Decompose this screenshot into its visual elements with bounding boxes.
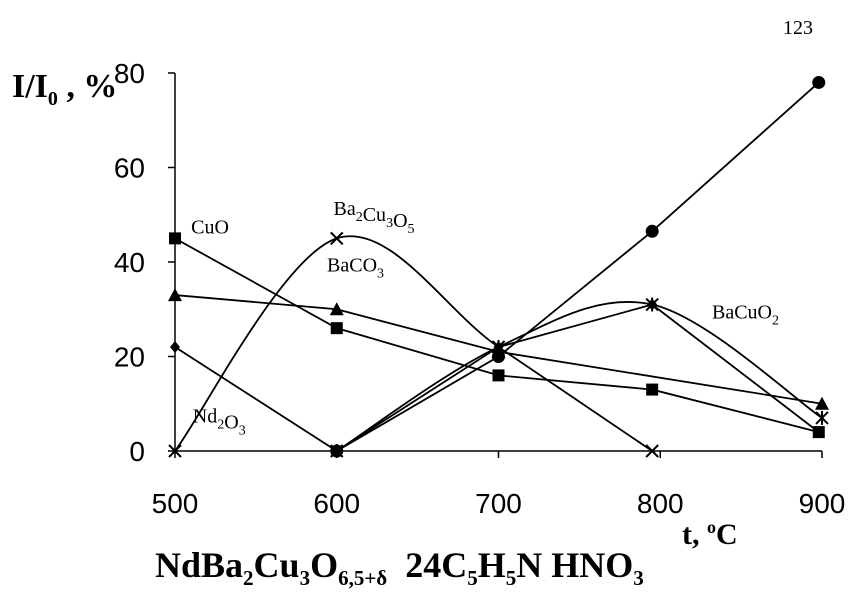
annotation-text: BaCuO: [712, 302, 772, 324]
title-sub: 5: [505, 566, 517, 591]
annotation-text: BaCO: [327, 254, 377, 276]
chart-series-layer: [168, 75, 829, 458]
chart-title: NdBa2Cu3O6,5+δ 24C5H5N HNO3: [155, 547, 644, 589]
series-cuo-line: [174, 237, 819, 433]
y-tick-label: 0: [129, 436, 145, 467]
annotation-label: CuO: [191, 217, 229, 239]
y-tick-label: 20: [114, 342, 145, 373]
y-tick-label: 40: [114, 247, 145, 278]
title-sub: 2: [243, 566, 254, 591]
annotation-subscript: 2: [356, 210, 363, 225]
y-tick-label: 60: [114, 153, 145, 184]
y-tick-label: 80: [114, 58, 145, 89]
x-tick-label: 800: [637, 488, 684, 519]
y-axis-label-unit: , %: [57, 68, 118, 105]
chart-axes: 0 20 40 60 80 500 600 700 800 900: [114, 58, 846, 519]
annotation-subscript: 3: [377, 266, 384, 281]
series-ba2cu3o5-line: [174, 235, 653, 452]
series-baco3-point: [329, 302, 344, 316]
x-axis-label-unit: C: [716, 518, 738, 551]
series-bacuo2-point: [645, 297, 659, 312]
series-cuo-point: [169, 232, 181, 245]
corner-label-123: 123: [783, 17, 813, 39]
series-baco3-line: [174, 294, 823, 405]
title-sub: 3: [633, 566, 644, 591]
annotation-subscript: 2: [772, 314, 779, 329]
annotation-text: Nd: [193, 406, 217, 428]
y-axis-label-main: I/I: [12, 68, 48, 105]
series-123-point: [645, 224, 659, 238]
series-bacuo2-point: [815, 410, 829, 425]
annotation-label: Nd2O3: [193, 406, 246, 439]
series-ba2cu3o5-point: [330, 231, 344, 246]
x-tick-label: 900: [799, 488, 846, 519]
series-123-line: [336, 81, 820, 452]
title-part: N HNO: [516, 545, 634, 585]
series-ba2cu3o5-point: [645, 444, 659, 458]
series-cuo-point: [330, 322, 343, 335]
title-sub: 6,5+δ: [338, 566, 388, 591]
title-part: O: [310, 545, 339, 585]
y-axis-label-sub: 0: [47, 87, 58, 110]
annotation-subscript: 5: [408, 222, 415, 237]
annotation-label: BaCuO2: [712, 302, 779, 329]
title-part: 24C: [387, 545, 468, 585]
series-ba2cu3o5-point: [168, 444, 182, 458]
series-nd2o3-point: [170, 341, 180, 354]
x-axis-label-main: t,: [682, 518, 707, 551]
title-part: H: [477, 545, 506, 585]
x-tick-label: 700: [475, 488, 522, 519]
series-123: [330, 75, 826, 458]
annotation-text: Ba: [334, 198, 356, 220]
series-123-point: [492, 350, 505, 363]
annotation-subscript: 3: [386, 216, 393, 231]
annotation-label: Ba2Cu3O5: [334, 198, 415, 237]
title-part: Cu: [253, 545, 300, 585]
title-part: NdBa: [155, 545, 244, 585]
x-axis-label: t, oC: [682, 518, 738, 550]
annotation-text: CuO: [191, 217, 229, 239]
annotation-subscript: 3: [239, 424, 246, 439]
annotation-text: Cu: [363, 204, 386, 226]
series-123-point: [330, 444, 344, 458]
series-nd2o3-point: [813, 426, 824, 439]
annotation-label: BaCO3: [327, 254, 384, 281]
title-sub: 5: [467, 566, 478, 591]
series-cuo-point: [492, 369, 505, 382]
annotation-subscript: 2: [217, 418, 224, 433]
annotation-text: O: [393, 210, 407, 232]
x-tick-label: 600: [313, 488, 360, 519]
x-tick-label: 500: [152, 488, 199, 519]
series-baco3-point: [815, 396, 829, 410]
series-cuo-point: [646, 383, 659, 396]
y-axis-label: I/I0 , %: [12, 70, 117, 109]
x-axis-label-degree: o: [707, 517, 716, 537]
series-123-point: [812, 75, 826, 89]
annotation-text: O: [224, 412, 238, 434]
title-sub: 3: [299, 566, 311, 591]
series-baco3-point: [168, 288, 182, 302]
series-bacuo2-line: [336, 300, 823, 452]
